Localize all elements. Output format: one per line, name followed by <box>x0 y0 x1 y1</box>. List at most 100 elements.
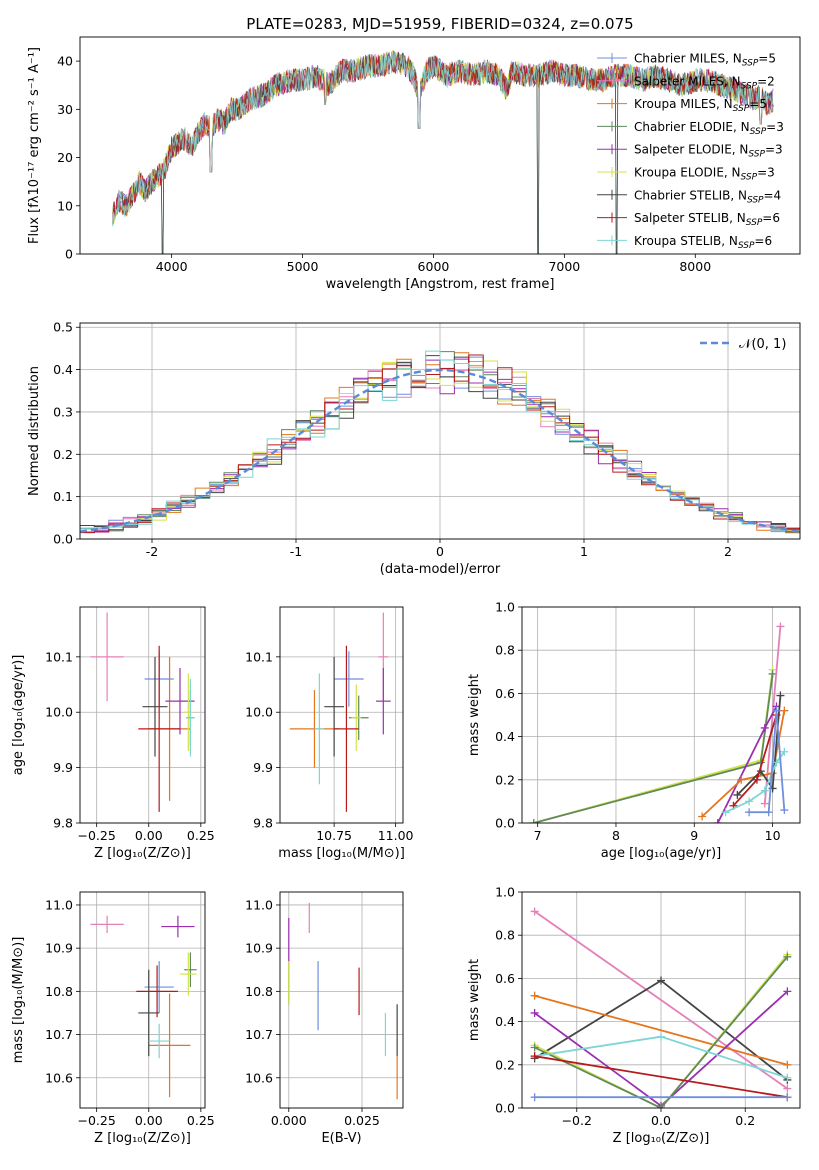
plot-area <box>289 612 391 812</box>
y-tick-label: 1.0 <box>495 885 515 900</box>
series-marker <box>783 952 792 961</box>
legend-entry: Chabrier STELIB, NSSP=4 <box>634 188 781 205</box>
y-tick-label: 10.7 <box>245 1027 273 1042</box>
legend-entry: Salpeter STELIB, NSSP=6 <box>634 211 780 228</box>
y-tick-label: 9.9 <box>53 760 73 775</box>
panel-3: 10.75 11.00 9.8 9.9 10.0 10.1 mass [log₁₀(M/M⊙… <box>245 606 414 861</box>
y-tick-label: 0.8 <box>495 643 515 658</box>
series-marker <box>530 907 539 916</box>
series-marker <box>783 987 792 996</box>
series-marker <box>776 691 785 700</box>
series-marker <box>733 790 742 799</box>
series-marker <box>529 819 538 823</box>
plot-area <box>529 622 789 823</box>
axes-frame <box>279 606 404 824</box>
legend-value: =3 <box>765 143 783 157</box>
chart-title: PLATE=0283, MJD=51959, FIBERID=0324, z=0… <box>246 15 633 33</box>
x-tick-label: 2 <box>724 544 732 559</box>
y-axis-label: mass [log₁₀(M/M⊙)] <box>11 937 26 1064</box>
y-tick-label: 10.1 <box>45 649 73 664</box>
series-marker <box>772 758 781 767</box>
legend-sub: SSP <box>747 195 764 205</box>
error-cross <box>161 915 195 938</box>
x-tick-label: 0.00 <box>135 828 163 843</box>
y-tick-label: 0.2 <box>495 772 515 787</box>
error-cross <box>136 965 178 1018</box>
legend-value: =2 <box>757 74 775 88</box>
series-line <box>736 695 782 796</box>
legend-entry: Salpeter ELODIE, NSSP=3 <box>634 143 783 160</box>
error-cross <box>90 612 124 702</box>
x-tick-label: −0.25 <box>78 828 116 843</box>
error-cross <box>314 673 325 785</box>
y-tick-label: 9.8 <box>53 816 73 831</box>
legend-value: =6 <box>754 234 772 248</box>
series-marker <box>713 819 722 823</box>
x-tick-label: 8000 <box>679 259 711 274</box>
axes-frame <box>279 891 404 1109</box>
legend-sub: SSP <box>746 218 763 228</box>
y-tick-label: 11.0 <box>245 897 273 912</box>
y-tick-label: 10.8 <box>245 984 273 999</box>
y-tick-label: 10.6 <box>245 1070 273 1085</box>
series-line <box>533 673 774 823</box>
x-tick-label: 4000 <box>156 259 188 274</box>
series-marker <box>698 812 707 821</box>
y-tick-label: 0.4 <box>495 729 515 744</box>
error-cross <box>148 1023 170 1059</box>
series-marker <box>783 1073 792 1082</box>
legend-entry: Chabrier MILES, NSSP=5 <box>634 52 776 69</box>
plot-area <box>530 907 792 1108</box>
legend-sub: SSP <box>738 241 755 251</box>
legend-value: =5 <box>758 52 776 66</box>
panel-2: −0.25 0.00 0.25 9.8 9.9 10.0 10.1 Z [log₁₀(Z/Z⊙… <box>11 606 215 861</box>
legend-entry: Kroupa MILES, NSSP=5 <box>634 97 767 114</box>
x-axis-label: age [log₁₀(age/yr)] <box>601 846 722 861</box>
legend-entry: 𝒩(0, 1) <box>739 337 786 352</box>
series-marker <box>530 991 539 1000</box>
legend-entry: Kroupa STELIB, NSSP=6 <box>634 234 772 251</box>
error-cross <box>142 656 168 757</box>
x-axis-label: mass [log₁₀(M/M⊙)] <box>278 846 405 861</box>
y-tick-label: 1.0 <box>495 600 515 615</box>
y-axis-label: mass weight <box>467 959 482 1041</box>
y-tick-label: 0.0 <box>53 532 73 547</box>
y-tick-label: 0.8 <box>495 928 515 943</box>
x-tick-label: 0.0 <box>651 1113 671 1128</box>
error-cross <box>324 656 344 757</box>
x-axis-label: Z [log₁₀(Z/Z⊙)] <box>94 1131 191 1146</box>
series-marker <box>772 706 781 715</box>
series-marker <box>760 723 769 732</box>
y-tick-label: 0.4 <box>495 1014 515 1029</box>
legend-name: Salpeter ELODIE, N <box>634 143 748 157</box>
y-tick-label: 0.6 <box>495 686 515 701</box>
plot-area <box>288 902 398 1100</box>
series-marker <box>776 622 785 631</box>
y-tick-label: 11.0 <box>45 897 73 912</box>
series-marker <box>530 1008 539 1017</box>
x-axis-label: wavelength [Angstrom, rest frame] <box>326 277 555 292</box>
x-tick-label: −0.2 <box>562 1113 592 1128</box>
y-tick-label: 20 <box>57 150 73 165</box>
legend-sub: SSP <box>748 150 765 160</box>
plot-area <box>90 915 197 1098</box>
panel-5: −0.25 0.00 0.25 10.6 10.7 10.8 10.9 11.0 Z [log₁… <box>11 891 215 1146</box>
legend-sub: SSP <box>750 127 767 137</box>
legend-name: Salpeter MILES, N <box>634 74 741 88</box>
series-marker <box>783 1060 792 1069</box>
axes-frame <box>521 606 801 824</box>
x-tick-label: 0.00 <box>135 1113 163 1128</box>
legend-sub: SSP <box>741 81 758 91</box>
series-line <box>533 669 774 823</box>
error-cross <box>375 667 391 735</box>
y-tick-label: 10.6 <box>45 1070 73 1085</box>
x-tick-label: 0.025 <box>344 1113 380 1128</box>
error-cross <box>334 651 364 707</box>
x-tick-label: 0.2 <box>735 1113 755 1128</box>
panel-6: 0.000 0.025 10.6 10.7 10.8 10.9 11.0 E(B-V) <box>245 891 404 1146</box>
x-tick-label: 9 <box>690 828 698 843</box>
series-marker <box>783 1084 792 1093</box>
error-cross <box>144 961 174 1013</box>
y-tick-label: 0.2 <box>53 447 73 462</box>
histogram-kroupa-stelib <box>80 350 800 534</box>
